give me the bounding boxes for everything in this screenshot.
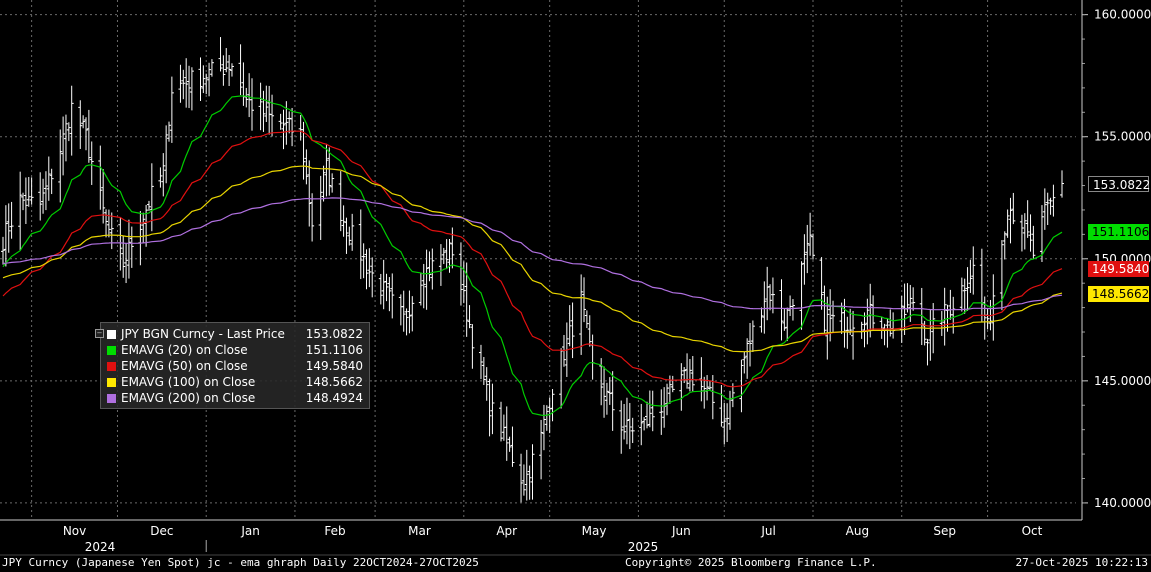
footer-timestamp: 27-Oct-2025 10:22:13 xyxy=(1015,556,1148,569)
legend-label: EMAVG (100) on Close xyxy=(121,375,256,389)
year-label: 2025 xyxy=(628,540,659,554)
ema-line xyxy=(2,95,1063,417)
legend-label: EMAVG (50) on Close xyxy=(121,359,248,373)
legend-value: 151.1106 xyxy=(305,343,363,357)
x-tick-label: Feb xyxy=(324,524,345,538)
x-tick-label: Nov xyxy=(63,524,86,538)
legend-row-ema100: EMAVG (100) on Close 148.5662 xyxy=(107,374,363,390)
legend-row-ema50: EMAVG (50) on Close 149.5840 xyxy=(107,358,363,374)
x-tick-label: Apr xyxy=(496,524,517,538)
x-tick-label: Aug xyxy=(846,524,869,538)
legend-row-ema20: EMAVG (20) on Close 151.1106 xyxy=(107,342,363,358)
x-tick-label: Jan xyxy=(240,524,260,538)
legend-row-ema200: EMAVG (200) on Close 148.4924 xyxy=(107,390,363,406)
legend-label: EMAVG (200) on Close xyxy=(121,391,256,405)
x-tick-label: Jun xyxy=(671,524,691,538)
legend-value: 148.4924 xyxy=(305,391,363,405)
last-price-badge: 153.0822 xyxy=(1088,175,1150,192)
legend-value: 153.0822 xyxy=(305,327,363,341)
x-tick-label: Oct xyxy=(1022,524,1043,538)
footer-copyright: Copyright© 2025 Bloomberg Finance L.P. xyxy=(625,556,877,569)
legend-swatch-ema20 xyxy=(107,345,116,355)
ema50-badge: 149.5840 xyxy=(1088,260,1149,277)
y-tick-label: 160.0000 xyxy=(1094,8,1151,22)
ema-line xyxy=(2,130,1063,388)
y-tick-label: 140.0000 xyxy=(1094,496,1151,510)
legend-row-price: JPY BGN Curncy - Last Price 153.0822 xyxy=(107,326,363,342)
ema-line xyxy=(2,165,1063,353)
legend-collapse-icon[interactable]: − xyxy=(95,329,104,338)
year-label: 2024 xyxy=(85,540,116,554)
legend-label: JPY BGN Curncy - Last Price xyxy=(121,327,285,341)
ema-lines xyxy=(2,95,1063,417)
ema-line xyxy=(2,197,1063,311)
axes: Nov Dec Jan Feb Mar Apr May Jun Jul Aug Sep Oct 2024… xyxy=(0,0,1151,556)
x-tick-label: Jul xyxy=(760,524,775,538)
x-tick-label: Dec xyxy=(150,524,173,538)
y-tick-label: 155.0000 xyxy=(1094,130,1151,144)
legend-label: EMAVG (20) on Close xyxy=(121,343,248,357)
legend: − JPY BGN Curncy - Last Price 153.0822 E… xyxy=(95,322,370,409)
legend-swatch-ema200 xyxy=(107,393,116,403)
legend-swatch-ema100 xyxy=(107,377,116,387)
grid-lines xyxy=(0,0,1076,520)
legend-swatch-price xyxy=(107,329,116,339)
legend-value: 149.5840 xyxy=(305,359,363,373)
x-tick-label: Sep xyxy=(933,524,956,538)
ema100-badge: 148.5662 xyxy=(1088,285,1149,302)
y-tick-label: 145.0000 xyxy=(1094,374,1151,388)
footer-description: JPY Curncy (Japanese Yen Spot) jc - ema … xyxy=(2,556,479,569)
legend-swatch-ema50 xyxy=(107,361,116,371)
price-bars xyxy=(1,37,1064,503)
ema20-badge: 151.1106 xyxy=(1088,223,1149,240)
x-tick-label: Mar xyxy=(408,524,431,538)
legend-value: 148.5662 xyxy=(305,375,363,389)
x-tick-label: May xyxy=(582,524,607,538)
